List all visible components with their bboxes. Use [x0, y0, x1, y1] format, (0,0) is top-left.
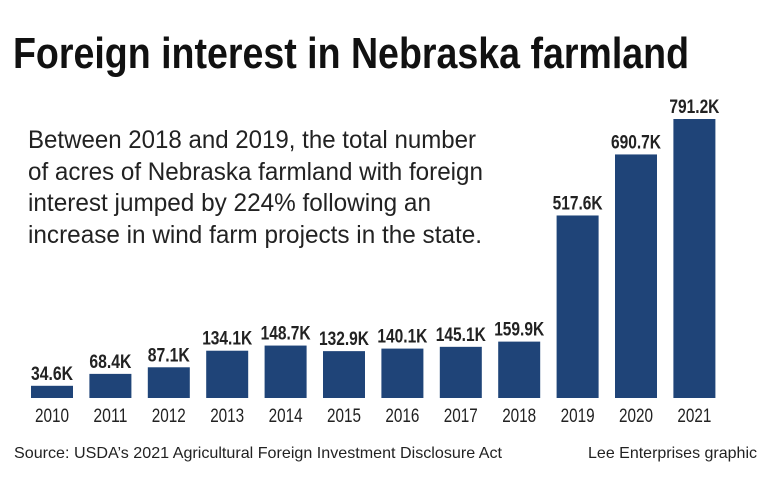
x-tick-label: 2011	[93, 406, 127, 427]
data-label: 68.4K	[89, 352, 131, 373]
data-label: 145.1K	[436, 325, 486, 346]
annotation-line: increase in wind farm projects in the st…	[28, 221, 482, 249]
bar-2017	[439, 346, 482, 398]
bar-2016	[381, 348, 424, 398]
bar-2019	[556, 215, 599, 398]
data-label: 690.7K	[611, 132, 661, 153]
bar-2021	[673, 119, 716, 398]
x-tick-label: 2018	[502, 406, 536, 427]
annotation-line: interest jumped by 224% following an	[28, 189, 431, 217]
data-label: 517.6K	[553, 193, 603, 214]
x-tick-label: 2017	[444, 406, 478, 427]
bar-2013	[206, 350, 249, 398]
data-label: 140.1K	[377, 327, 427, 348]
bar-2014	[264, 345, 307, 398]
x-tick-label: 2012	[152, 406, 186, 427]
data-label: 159.9K	[494, 320, 544, 341]
x-tick-label: 2010	[35, 406, 69, 427]
bar-2011	[89, 373, 132, 398]
x-tick-label: 2020	[619, 406, 653, 427]
data-label: 87.1K	[148, 345, 190, 366]
data-label: 134.1K	[202, 329, 252, 350]
annotation-line: Between 2018 and 2019, the total number	[28, 126, 476, 154]
data-label: 34.6K	[31, 364, 73, 385]
chart-title: Foreign interest in Nebraska farmland	[13, 29, 689, 78]
source-note: Source: USDA’s 2021 Agricultural Foreign…	[14, 445, 503, 462]
data-label: 148.7K	[261, 324, 311, 345]
annotation-line: of acres of Nebraska farmland with forei…	[28, 158, 483, 186]
data-label: 791.2K	[669, 97, 719, 118]
bar-2015	[323, 351, 365, 398]
x-tick-label: 2013	[210, 406, 244, 427]
x-tick-label: 2021	[677, 406, 711, 427]
x-tick-label: 2015	[327, 406, 361, 427]
x-tick-label: 2014	[269, 406, 303, 427]
data-label: 132.9K	[319, 329, 369, 350]
bar-2018	[498, 341, 541, 398]
bars: 34.6K 2010 68.4K 2011 87.1K 2012 134.1K 2013 148…	[31, 97, 720, 427]
bar-2010	[31, 385, 73, 398]
bar-2020	[615, 154, 657, 398]
credit: Lee Enterprises graphic	[588, 445, 757, 462]
bar-2012	[147, 367, 190, 398]
x-tick-label: 2016	[385, 406, 419, 427]
x-tick-label: 2019	[561, 406, 595, 427]
